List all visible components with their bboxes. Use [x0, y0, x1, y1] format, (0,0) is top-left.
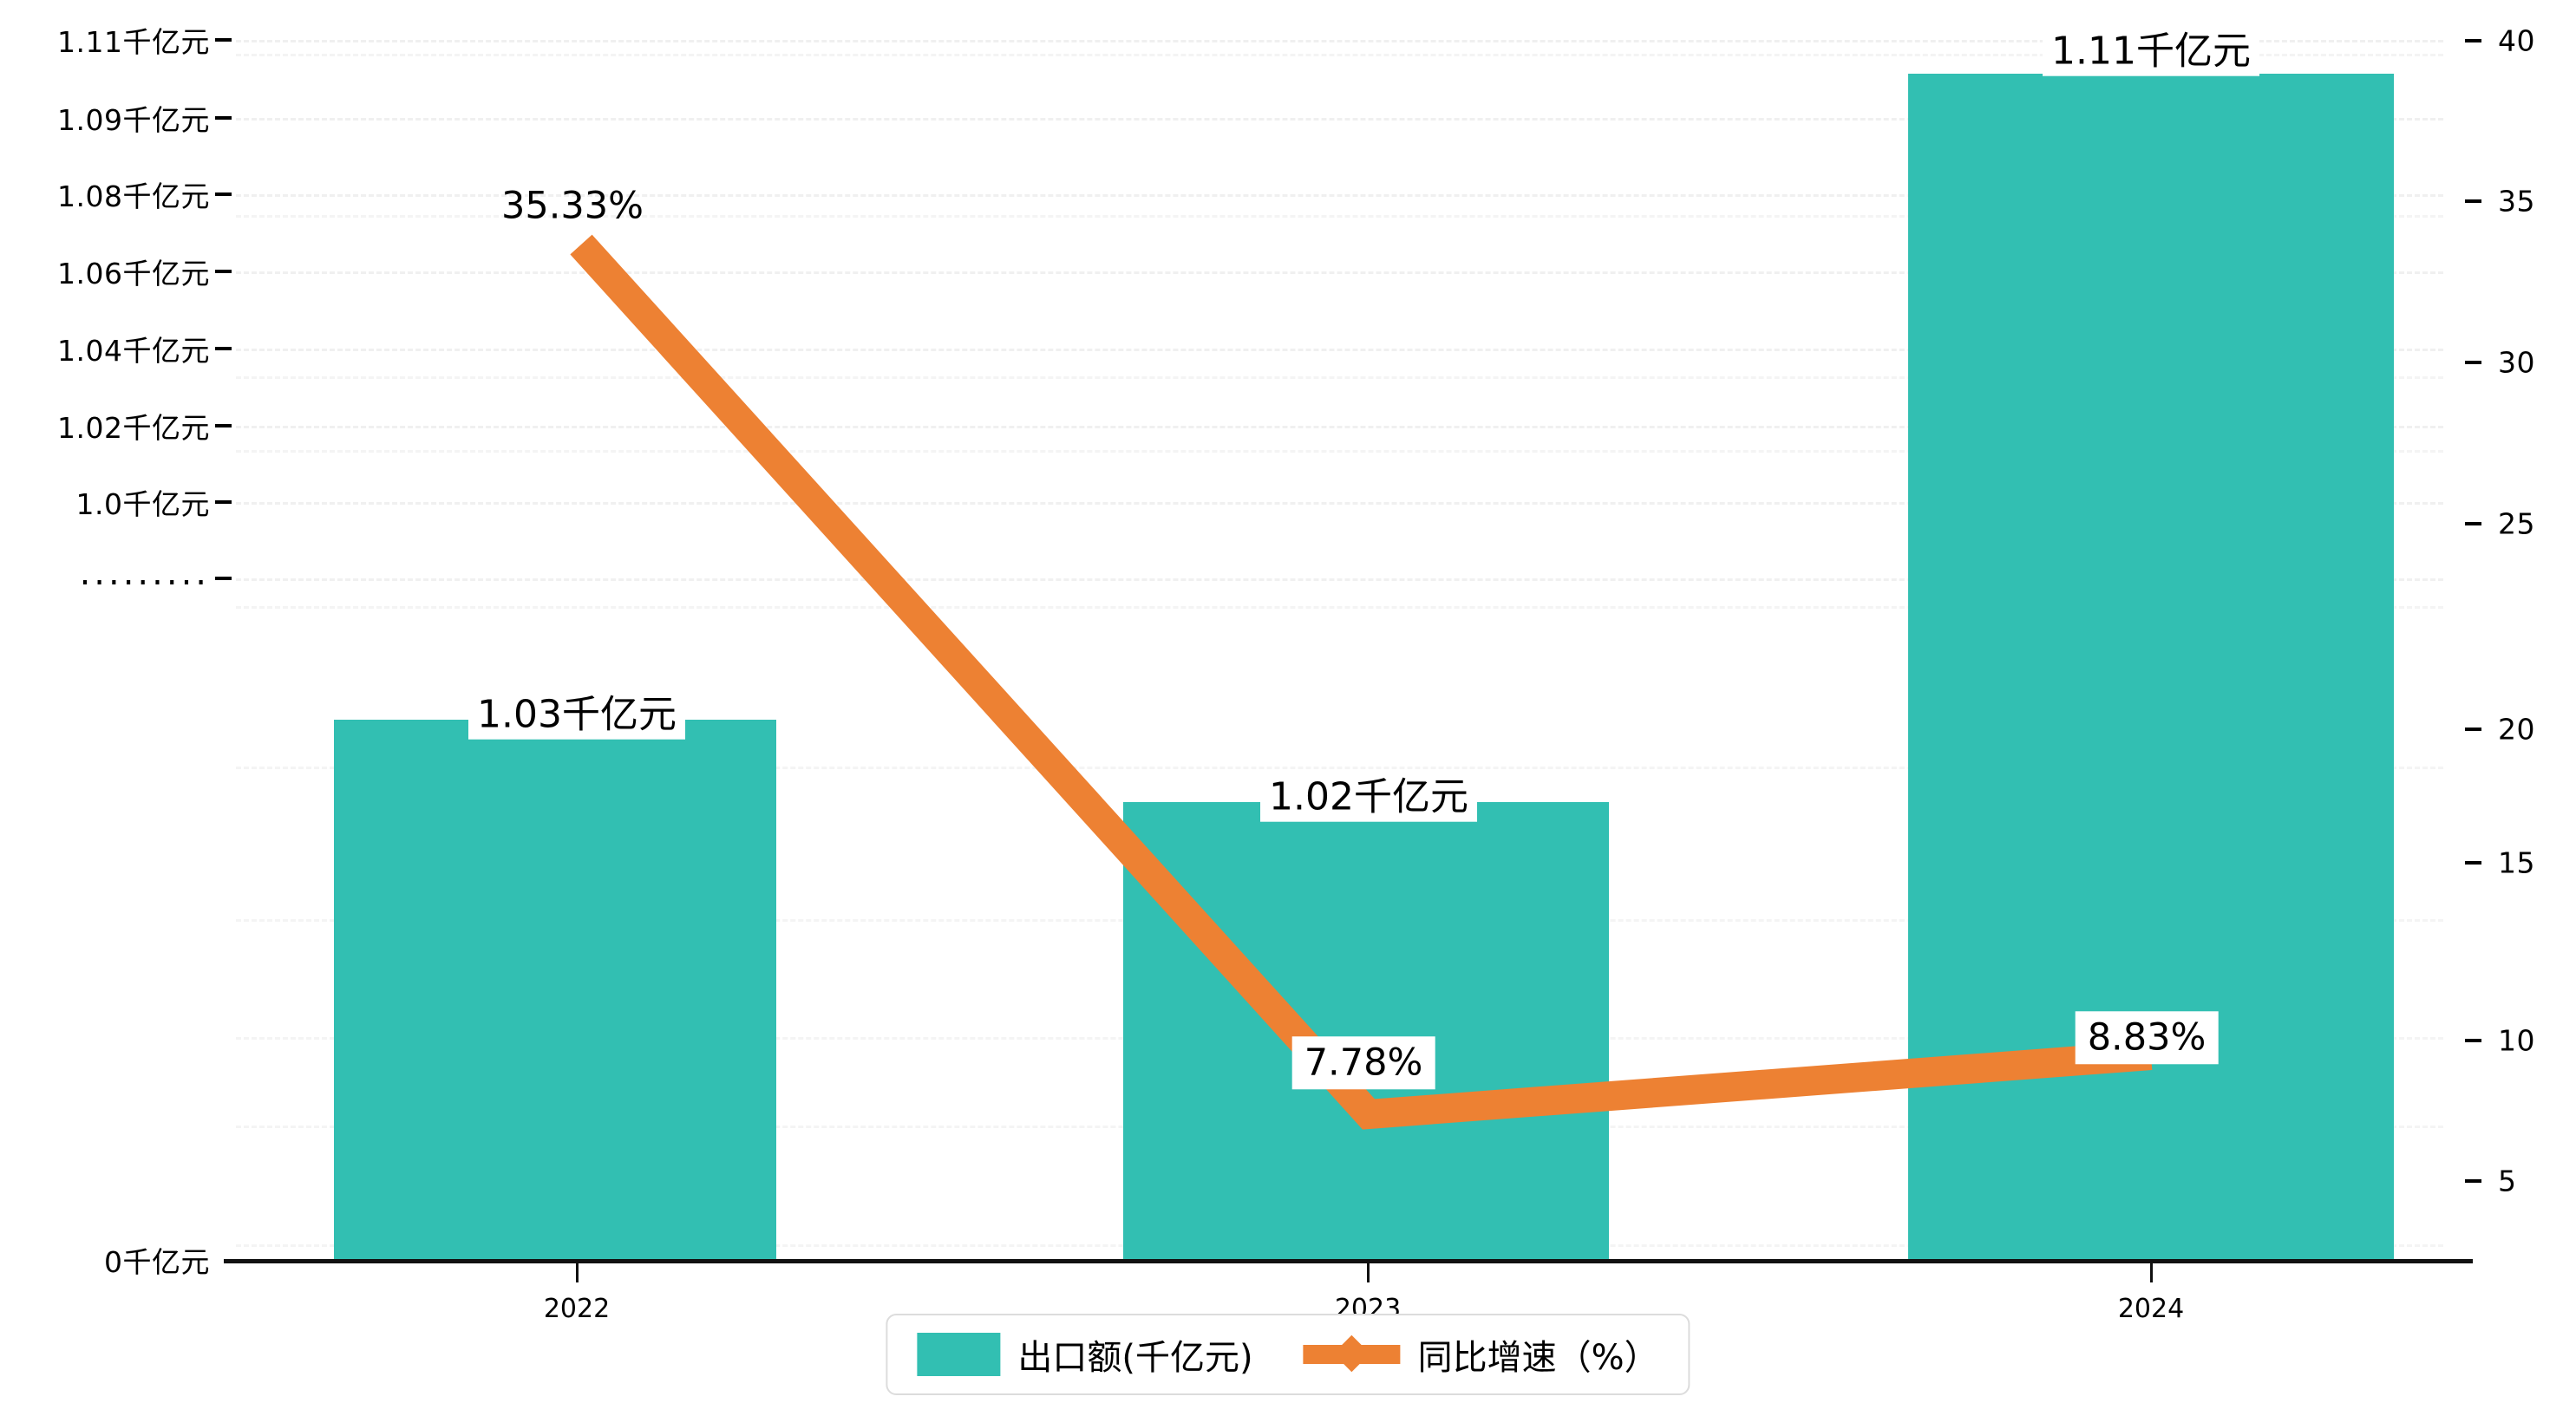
y-axis-left-tick-mark	[215, 424, 232, 427]
y-axis-left-tick-label: 1.06千亿元	[57, 257, 210, 290]
bar-2022[interactable]	[334, 720, 776, 1262]
y-axis-right-tick-mark	[2465, 728, 2481, 731]
legend-line-swatch-icon	[1303, 1333, 1401, 1376]
legend-item-growth-rate[interactable]: 同比增速（%）	[1303, 1329, 1659, 1380]
y-axis-right-tick-label: 10	[2498, 1023, 2535, 1058]
y-axis-right-tick-mark	[2465, 522, 2481, 525]
x-tick-mark	[1367, 1263, 1370, 1282]
y-axis-right-tick-label: 15	[2498, 845, 2535, 880]
y-axis-right-tick-mark	[2465, 861, 2481, 865]
y-axis-left-tick-label: 1.11千亿元	[57, 25, 210, 59]
y-axis-left-tick-mark	[215, 500, 232, 504]
chart-legend: 出口额(千亿元) 同比增速（%）	[886, 1314, 1690, 1395]
y-axis-right-tick-label: 35	[2498, 184, 2535, 219]
legend-label-export-amount: 出口额(千亿元)	[1017, 1338, 1253, 1378]
gridline-right	[236, 215, 2443, 218]
legend-label-growth-rate: 同比增速（%）	[1417, 1338, 1659, 1378]
bar-2024[interactable]	[1908, 74, 2394, 1262]
bar-label-2023: 1.02千亿元	[1260, 773, 1477, 822]
y-axis-left-tick-mark	[215, 270, 232, 273]
y-axis-right-tick-mark	[2465, 361, 2481, 364]
y-axis-left-tick-label: 1.04千亿元	[57, 334, 210, 368]
y-axis-left-tick-mark	[215, 192, 232, 196]
x-axis-label-2024: 2024	[2117, 1294, 2185, 1324]
y-axis-right-tick-label: 30	[2498, 345, 2535, 380]
y-axis-right-tick-label: 25	[2498, 506, 2535, 541]
y-axis-left-tick-mark	[215, 577, 232, 580]
bar-label-2024: 1.11千亿元	[2043, 28, 2259, 76]
y-axis-left-tick-mark	[215, 116, 232, 120]
y-axis-left-tick-label: 1.08千亿元	[57, 179, 210, 213]
y-axis-left-tick-label: 1.0千亿元	[75, 487, 210, 521]
y-axis-right-tick-label: 40	[2498, 23, 2535, 58]
x-tick-mark	[2150, 1263, 2153, 1282]
gridline	[236, 194, 2443, 197]
line-label-2022: 35.33%	[501, 184, 644, 228]
y-axis-right-tick-label: 20	[2498, 712, 2535, 747]
y-axis-right-tick-label: 5	[2498, 1164, 2517, 1198]
gridline	[236, 40, 2443, 42]
x-axis-line	[224, 1259, 2473, 1263]
x-axis-label-2022: 2022	[543, 1294, 611, 1324]
y-axis-right-tick-mark	[2465, 1179, 2481, 1183]
legend-item-export-amount[interactable]: 出口额(千亿元)	[917, 1329, 1253, 1380]
gridline-right	[236, 54, 2443, 56]
bar-label-2022: 1.03千亿元	[468, 691, 685, 740]
line-label-2023: 7.78%	[1291, 1036, 1435, 1090]
y-axis-left-break-label: .........	[79, 553, 210, 593]
gridline	[236, 118, 2443, 121]
y-axis-left-tick-label: 1.09千亿元	[57, 103, 210, 137]
y-axis-left-tick-label: 0千亿元	[104, 1245, 210, 1279]
y-axis-left-tick-label: 1.02千亿元	[57, 411, 210, 445]
line-label-2024: 8.83%	[2075, 1011, 2219, 1065]
y-axis-left-tick-mark	[215, 347, 232, 350]
y-axis-left-tick-mark	[215, 38, 232, 42]
y-axis-right-tick-mark	[2465, 1039, 2481, 1042]
legend-bar-swatch-icon	[917, 1333, 1001, 1376]
x-tick-mark	[576, 1263, 579, 1282]
y-axis-right-tick-mark	[2465, 199, 2481, 203]
bar-2023[interactable]	[1123, 802, 1609, 1262]
y-axis-right-tick-mark	[2465, 39, 2481, 42]
